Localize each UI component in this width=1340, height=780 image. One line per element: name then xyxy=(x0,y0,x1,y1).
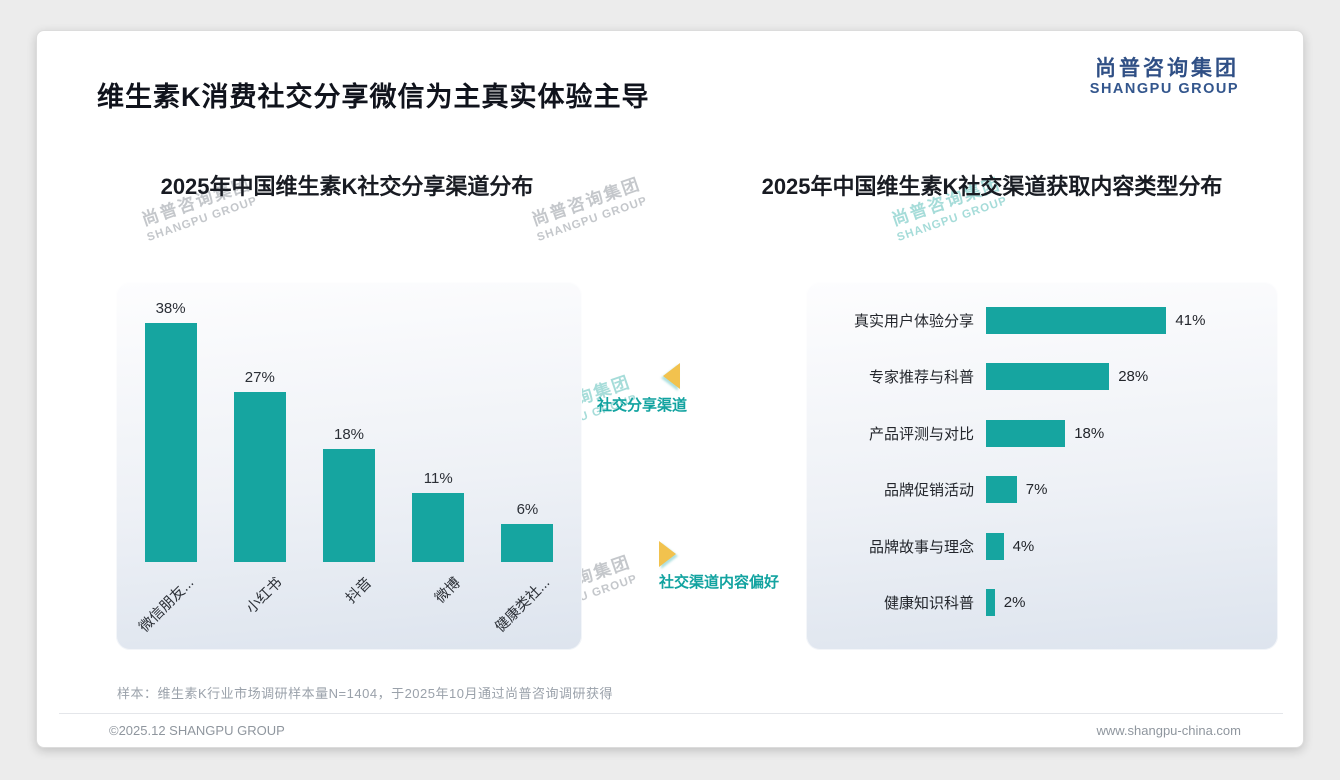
footer-bar: ©2025.12 SHANGPU GROUP www.shangpu-china… xyxy=(59,713,1283,747)
left-chart-title: 2025年中国维生素K社交分享渠道分布 xyxy=(160,174,534,199)
bar-value-label: 2% xyxy=(1003,594,1026,612)
bar-row: 品牌故事与理念 4% xyxy=(814,518,1268,575)
x-axis-label: 小红书 xyxy=(243,574,286,617)
bar xyxy=(501,524,554,562)
bar-row: 专家推荐与科普 28% xyxy=(814,349,1268,406)
bar-value-label: 28% xyxy=(1118,368,1149,386)
y-axis-label: 品牌促销活动 xyxy=(883,482,974,500)
bar-row: 健康知识科普 2% xyxy=(814,575,1268,632)
vertical-bar-axis-labels: 微信朋友... 小红书 抖音 微博 健康类社... xyxy=(116,562,582,648)
watermark-en-text: SHANGPU GROUP xyxy=(145,194,260,245)
bar-column: 6% xyxy=(483,282,572,562)
y-axis-label: 健康知识科普 xyxy=(883,595,974,613)
bar xyxy=(986,589,995,617)
bar xyxy=(412,492,465,562)
bar xyxy=(986,532,1004,560)
y-axis-label: 产品评测与对比 xyxy=(868,425,974,443)
bar xyxy=(233,391,286,562)
x-axis-label-cell: 微博 xyxy=(394,562,483,648)
bar-column: 38% xyxy=(126,282,215,562)
arrow-left-icon xyxy=(663,363,680,389)
y-axis-label: 专家推荐与科普 xyxy=(868,369,974,387)
bar-value-label: 7% xyxy=(1025,481,1048,499)
x-axis-label: 微博 xyxy=(432,574,465,607)
arrow-right-icon xyxy=(659,541,676,567)
y-axis-label: 真实用户体验分享 xyxy=(853,312,974,330)
logo-en-text: SHANGPU GROUP xyxy=(1089,81,1239,98)
content-preference-annotation: 社交渠道内容偏好 xyxy=(659,574,780,591)
bar xyxy=(144,322,197,562)
right-chart-panel: 真实用户体验分享 41% 专家推荐与科普 28% 产品评测与对比 18% 品牌促销活动 7% 品… xyxy=(806,282,1278,650)
company-logo: 尚普咨询集团 SHANGPU GROUP xyxy=(1090,57,1239,98)
bar-column: 27% xyxy=(215,282,304,562)
vertical-bar-plot: 38% 27% 18% 11% 6% xyxy=(116,282,582,562)
bar-value-label: 18% xyxy=(1074,424,1105,442)
bar xyxy=(986,363,1110,391)
right-chart-title: 2025年中国维生素K社交渠道获取内容类型分布 xyxy=(761,174,1223,199)
bar-row: 产品评测与对比 18% xyxy=(814,405,1268,462)
bar xyxy=(986,306,1167,334)
x-axis-label: 抖音 xyxy=(343,574,376,607)
horizontal-bar-plot: 真实用户体验分享 41% 专家推荐与科普 28% 产品评测与对比 18% 品牌促销活动 7% 品… xyxy=(814,292,1268,631)
bar-value-label: 27% xyxy=(244,368,275,386)
bar-row: 品牌促销活动 7% xyxy=(814,462,1268,519)
x-axis-label: 健康类社... xyxy=(492,574,554,636)
footer-copyright: ©2025.12 SHANGPU GROUP xyxy=(109,723,285,738)
page-title: 维生素K消费社交分享微信为主真实体验主导 xyxy=(97,82,650,112)
share-channel-annotation: 社交分享渠道 xyxy=(596,397,687,414)
watermark-en-text: SHANGPU GROUP xyxy=(535,194,650,245)
bar-value-label: 4% xyxy=(1012,537,1035,555)
logo-cn-text: 尚普咨询集团 xyxy=(1095,57,1239,80)
x-axis-label-cell: 健康类社... xyxy=(483,562,572,648)
bar-value-label: 6% xyxy=(516,501,539,519)
bar-value-label: 11% xyxy=(423,469,453,487)
left-chart-panel: 38% 27% 18% 11% 6% 微信朋友... 小红书 抖音 微博 健康类社... xyxy=(116,282,582,650)
footer-website: www.shangpu-china.com xyxy=(1096,723,1241,738)
slide-card: 维生素K消费社交分享微信为主真实体验主导 尚普咨询集团 SHANGPU GROU… xyxy=(36,30,1304,748)
x-axis-label-cell: 微信朋友... xyxy=(126,562,215,648)
x-axis-label: 微信朋友... xyxy=(135,574,197,636)
bar-value-label: 18% xyxy=(333,425,365,443)
sample-footnote: 样本：维生素K行业市场调研样本量N=1404，于2025年10月通过尚普咨询调研… xyxy=(117,686,613,701)
watermark-en-text: SHANGPU GROUP xyxy=(895,194,1010,245)
bar xyxy=(323,448,375,562)
y-axis-label: 品牌故事与理念 xyxy=(868,538,974,556)
bar-column: 18% xyxy=(304,282,393,562)
bar xyxy=(986,419,1066,447)
bar-row: 真实用户体验分享 41% xyxy=(814,292,1268,349)
bar xyxy=(986,476,1017,504)
bar-value-label: 41% xyxy=(1175,311,1206,329)
x-axis-label-cell: 小红书 xyxy=(215,562,304,648)
x-axis-label-cell: 抖音 xyxy=(304,562,393,648)
bar-value-label: 38% xyxy=(155,299,186,317)
bar-column: 11% xyxy=(394,282,483,562)
